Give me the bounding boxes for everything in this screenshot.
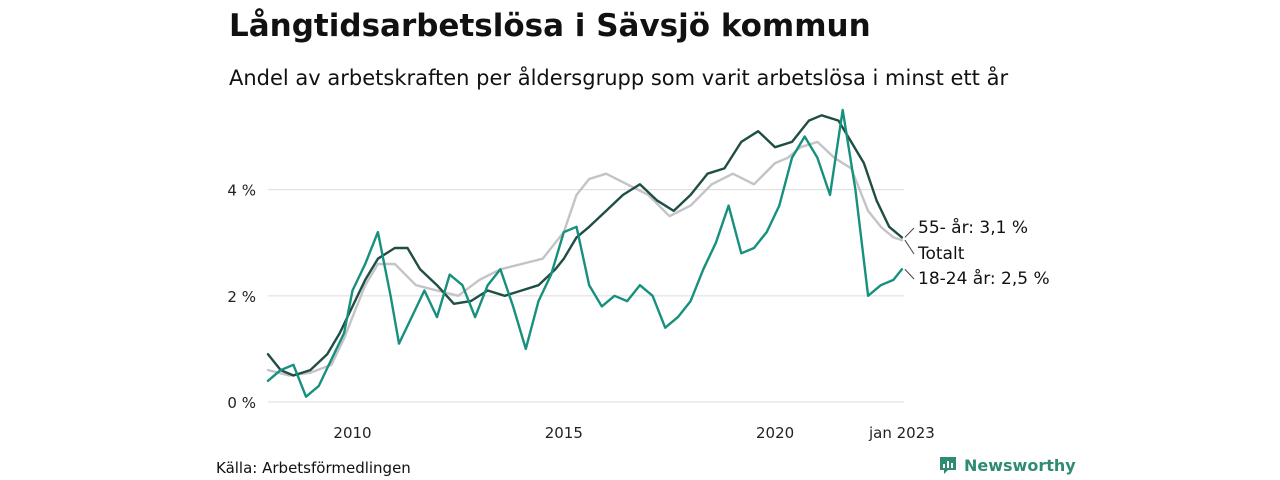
chart-subtitle: Andel av arbetskraften per åldersgrupp s…: [229, 66, 1009, 90]
end-label-0: Totalt: [917, 244, 965, 264]
x-tick-label: 2015: [545, 424, 583, 442]
x-tick-label: jan 2023: [868, 424, 935, 442]
y-tick-label: 2 %: [227, 288, 256, 306]
y-axis: 0 % 2 % 4 %: [227, 182, 256, 412]
y-tick-label: 0 %: [227, 394, 256, 412]
series-lines: [266, 108, 904, 398]
x-tick-label: 2010: [333, 424, 371, 442]
brand-name: Newsworthy: [964, 455, 1076, 475]
series-line-0: [266, 140, 904, 377]
end-label-leader: [904, 227, 915, 238]
end-label-1: 55- år: 3,1 %: [918, 217, 1028, 238]
end-label-2: 18-24 år: 2,5 %: [918, 268, 1050, 289]
x-axis: 2010 2015 2020 jan 2023: [333, 424, 934, 442]
series-line-2: [266, 108, 904, 398]
end-label-leader: [904, 268, 915, 280]
end-labels: 55- år: 3,1 % Totalt 18-24 år: 2,5 %: [904, 217, 1050, 289]
series-line-1: [266, 114, 904, 377]
brand: Newsworthy: [938, 455, 1076, 475]
gridlines: [268, 189, 904, 403]
newsworthy-logo-icon: [940, 457, 956, 474]
chart-title: Långtidsarbetslösa i Sävsjö kommun: [229, 8, 871, 44]
source-note: Källa: Arbetsförmedlingen: [216, 459, 411, 477]
x-tick-label: 2020: [756, 424, 794, 442]
end-label-leader: [904, 239, 915, 255]
y-tick-label: 4 %: [227, 182, 256, 200]
